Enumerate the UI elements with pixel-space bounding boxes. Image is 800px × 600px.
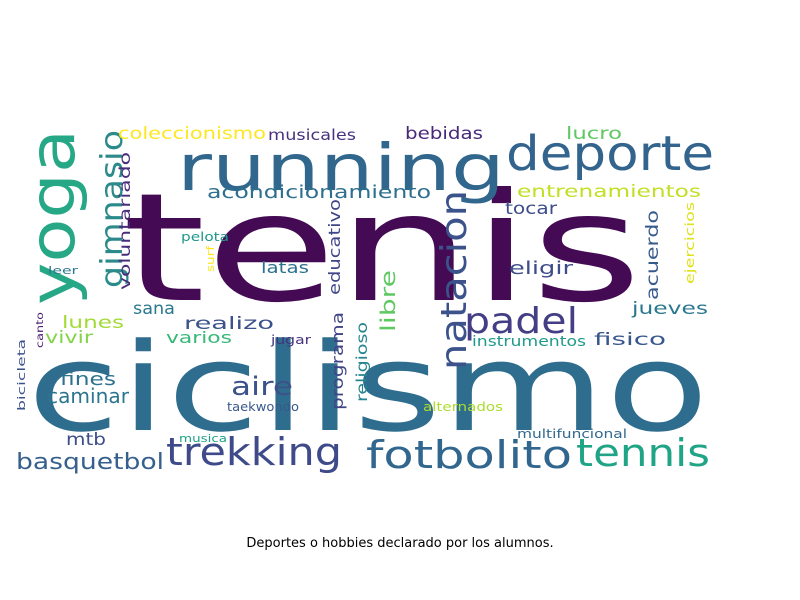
word-latas: latas <box>261 258 309 277</box>
word-acuerdo: acuerdo <box>643 210 663 300</box>
word-sana: sana <box>133 299 175 319</box>
word-varios: varios <box>166 328 232 347</box>
word-caminar: caminar <box>47 384 130 408</box>
word-jueves: jueves <box>631 299 709 319</box>
word-aire: aire <box>231 372 293 402</box>
word-bicicleta: bicicleta <box>15 339 28 411</box>
word-eligir: eligir <box>509 258 574 279</box>
word-surf: surf <box>204 245 217 272</box>
word-basquetbol: basquetbol <box>16 450 164 475</box>
word-coleccionismo: coleccionismo <box>118 124 266 144</box>
word-lunes: lunes <box>62 313 124 333</box>
word-trekking: trekking <box>166 430 342 474</box>
word-canto: canto <box>35 312 46 348</box>
word-deporte: deporte <box>506 126 714 182</box>
word-programa: programa <box>328 312 347 410</box>
word-natacion: natacion <box>434 190 475 370</box>
word-fotbolito: fotbolito <box>366 433 572 477</box>
word-acondicionamiento: acondicionamiento <box>207 182 431 203</box>
word-lucro: lucro <box>566 124 622 144</box>
word-tennis: tennis <box>576 431 710 475</box>
word-educativo: educativo <box>325 199 344 295</box>
word-libre: libre <box>376 270 400 332</box>
word-fisico: fisico <box>594 330 666 350</box>
word-mtb: mtb <box>66 430 106 450</box>
word-tocar: tocar <box>505 199 557 219</box>
word-musica: musica <box>179 432 227 445</box>
word-realizo: realizo <box>184 314 274 334</box>
word-musicales: musicales <box>268 126 356 144</box>
word-voluntariado: voluntariado <box>116 152 134 290</box>
word-yoga: yoga <box>16 129 89 305</box>
word-pelota: pelota <box>181 230 229 244</box>
word-taekwondo: taekwondo <box>227 400 299 414</box>
word-alternados: alternados <box>423 400 503 414</box>
word-ejercicios: ejercicios <box>683 202 697 284</box>
word-instrumentos: instrumentos <box>472 334 586 350</box>
word-fines: fines <box>60 369 116 390</box>
word-bebidas: bebidas <box>405 124 483 144</box>
word-padel: padel <box>464 301 578 342</box>
word-entrenamientos: entrenamientos <box>517 182 701 202</box>
word-ciclismo: ciclismo <box>27 317 709 459</box>
word-jugar: jugar <box>270 333 311 347</box>
word-religioso: religioso <box>353 322 371 402</box>
figure-caption: Deportes o hobbies declarado por los alu… <box>246 536 554 551</box>
word-running: running <box>177 132 505 206</box>
word-tenis: tenis <box>122 162 642 336</box>
word-leer: leer <box>48 264 79 277</box>
word-vivir: vivir <box>45 328 93 348</box>
word-gimnasio: gimnasio <box>95 130 130 288</box>
word-multifuncional: multifuncional <box>517 427 627 441</box>
